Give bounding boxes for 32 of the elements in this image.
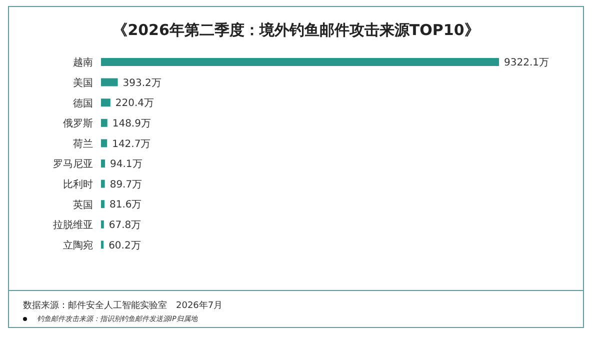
data-label: 220.4万 (115, 98, 154, 110)
bar (101, 78, 118, 86)
data-label: 89.7万 (110, 179, 142, 190)
y-tick-label: 荷兰 (73, 138, 93, 150)
y-tick-label: 比利时 (63, 178, 93, 190)
bar (101, 160, 106, 168)
chart-title: 《2026年第二季度：境外钓鱼邮件攻击来源TOP10》 (112, 21, 480, 40)
y-tick-label: 英国 (73, 198, 93, 211)
y-tick-label: 罗马尼亚 (53, 159, 93, 170)
bar (101, 139, 108, 148)
bar (101, 58, 499, 66)
bar (101, 200, 104, 208)
data-label: 67.8万 (108, 220, 142, 231)
data-label: 142.7万 (112, 138, 151, 150)
data-label: 94.1万 (110, 159, 142, 170)
bar (101, 240, 104, 249)
y-tick-label: 德国 (73, 98, 93, 110)
y-tick-label: 立陶宛 (63, 239, 93, 252)
bar (101, 180, 105, 188)
data-label: 148.9万 (112, 118, 151, 130)
data-label: 60.2万 (108, 240, 141, 252)
bar (101, 220, 104, 228)
y-tick-label: 越南 (73, 56, 93, 69)
y-tick-label: 俄罗斯 (63, 118, 93, 130)
y-tick-label: 美国 (73, 77, 93, 89)
y-tick-label: 拉脱维亚 (53, 219, 93, 232)
bar (101, 118, 108, 127)
bar (101, 98, 110, 107)
data-label: 393.2万 (122, 78, 162, 89)
data-label: 81.6万 (109, 200, 142, 211)
data-label: 9322.1万 (504, 58, 549, 69)
source-note: 数据来源：邮件安全人工智能实验室 2026年7月 (23, 300, 223, 312)
